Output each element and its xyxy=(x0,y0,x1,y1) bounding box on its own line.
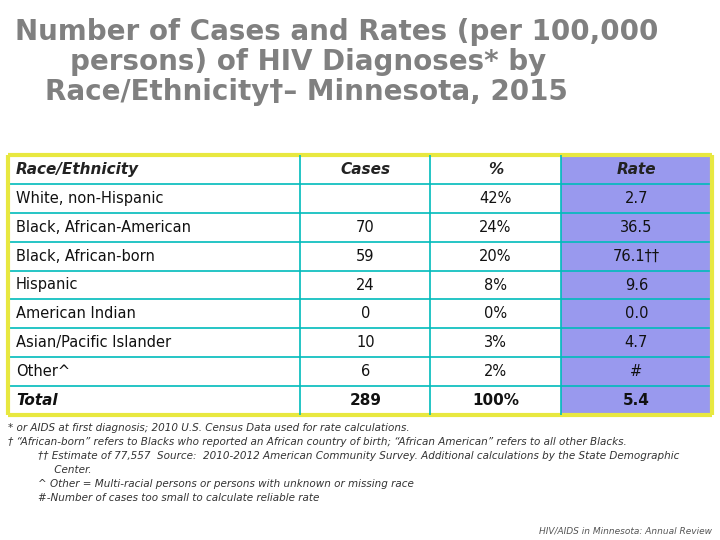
Text: %: % xyxy=(488,162,503,177)
Text: 0: 0 xyxy=(361,306,370,321)
Bar xyxy=(561,184,712,213)
Text: 289: 289 xyxy=(349,393,382,408)
Text: 42%: 42% xyxy=(480,191,512,206)
Text: 9.6: 9.6 xyxy=(625,278,648,293)
Bar xyxy=(561,300,712,328)
Text: 10: 10 xyxy=(356,335,374,350)
Bar xyxy=(561,213,712,242)
Text: persons) of HIV Diagnoses* by: persons) of HIV Diagnoses* by xyxy=(70,48,546,76)
Text: ^ Other = Multi-racial persons or persons with unknown or missing race: ^ Other = Multi-racial persons or person… xyxy=(38,479,414,489)
Bar xyxy=(561,242,712,271)
Bar xyxy=(561,155,712,184)
Text: Number of Cases and Rates (per 100,000: Number of Cases and Rates (per 100,000 xyxy=(15,18,658,46)
Text: 3%: 3% xyxy=(484,335,507,350)
Text: † “African-born” refers to Blacks who reported an African country of birth; “Afr: † “African-born” refers to Blacks who re… xyxy=(8,437,626,447)
Text: 2%: 2% xyxy=(484,364,507,379)
Text: HIV/AIDS in Minnesota: Annual Review: HIV/AIDS in Minnesota: Annual Review xyxy=(539,526,712,535)
Text: 4.7: 4.7 xyxy=(625,335,648,350)
Text: Other^: Other^ xyxy=(16,364,70,379)
Bar xyxy=(561,328,712,357)
Text: Total: Total xyxy=(16,393,58,408)
Text: 59: 59 xyxy=(356,248,374,264)
Text: 36.5: 36.5 xyxy=(620,220,652,235)
Bar xyxy=(561,357,712,386)
Text: 0%: 0% xyxy=(484,306,507,321)
Text: #: # xyxy=(630,364,642,379)
Text: Black, African-American: Black, African-American xyxy=(16,220,191,235)
Text: White, non-Hispanic: White, non-Hispanic xyxy=(16,191,163,206)
Text: 2.7: 2.7 xyxy=(624,191,648,206)
Text: Black, African-born: Black, African-born xyxy=(16,248,155,264)
Text: 6: 6 xyxy=(361,364,370,379)
Text: 24: 24 xyxy=(356,278,374,293)
Text: Center.: Center. xyxy=(38,465,91,475)
Text: Cases: Cases xyxy=(341,162,390,177)
Text: Rate: Rate xyxy=(616,162,656,177)
Text: 5.4: 5.4 xyxy=(623,393,649,408)
Text: Hispanic: Hispanic xyxy=(16,278,78,293)
Text: 20%: 20% xyxy=(480,248,512,264)
Text: * or AIDS at first diagnosis; 2010 U.S. Census Data used for rate calculations.: * or AIDS at first diagnosis; 2010 U.S. … xyxy=(8,423,410,433)
Text: #-Number of cases too small to calculate reliable rate: #-Number of cases too small to calculate… xyxy=(38,493,320,503)
Text: †† Estimate of 77,557  Source:  2010-2012 American Community Survey. Additional : †† Estimate of 77,557 Source: 2010-2012 … xyxy=(38,451,680,461)
Text: 0.0: 0.0 xyxy=(624,306,648,321)
Text: 100%: 100% xyxy=(472,393,519,408)
Text: 70: 70 xyxy=(356,220,374,235)
Text: American Indian: American Indian xyxy=(16,306,136,321)
Bar xyxy=(561,386,712,415)
Bar xyxy=(561,271,712,300)
Text: 76.1††: 76.1†† xyxy=(613,248,660,264)
Text: 8%: 8% xyxy=(484,278,507,293)
Text: Asian/Pacific Islander: Asian/Pacific Islander xyxy=(16,335,171,350)
Text: Race/Ethnicity†– Minnesota, 2015: Race/Ethnicity†– Minnesota, 2015 xyxy=(45,78,568,106)
Text: 24%: 24% xyxy=(480,220,512,235)
Text: Race/Ethnicity: Race/Ethnicity xyxy=(16,162,139,177)
